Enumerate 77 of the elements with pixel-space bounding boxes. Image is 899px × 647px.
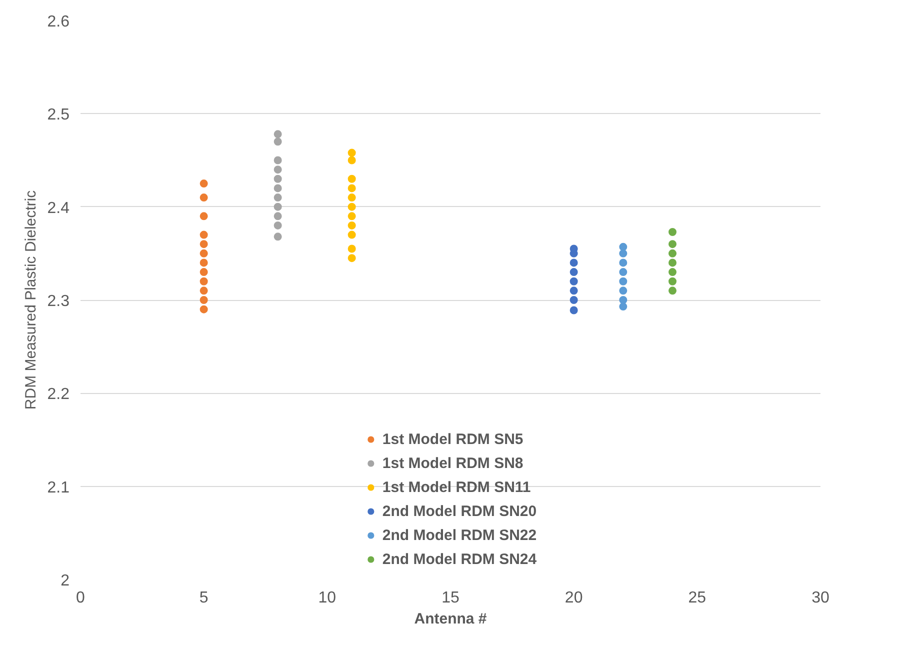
point (274, 221, 282, 230)
point (274, 174, 282, 183)
point (619, 302, 628, 311)
legend-label: 2nd Model RDM SN22 (382, 526, 537, 544)
point (200, 305, 208, 314)
point (274, 184, 282, 192)
x-tick-label: 10 (318, 590, 336, 606)
point (200, 194, 208, 202)
x-tick-label: 0 (76, 590, 86, 606)
point (274, 138, 282, 146)
y-tick-label: 2.6 (47, 14, 70, 30)
point (619, 258, 628, 267)
legend-label: 2nd Model RDM SN20 (382, 502, 537, 520)
point (348, 184, 356, 192)
point (619, 296, 628, 304)
point (619, 268, 628, 276)
point (348, 148, 356, 157)
x-tick-label: 25 (688, 590, 706, 606)
point (200, 230, 208, 239)
y-tick-label: 2.2 (47, 386, 70, 404)
point (619, 242, 628, 251)
point (348, 244, 356, 253)
x-axis-title: Antenna # (414, 610, 488, 628)
x-tick-label: 5 (199, 590, 208, 606)
point (200, 180, 208, 188)
y-tick-label: 2.1 (47, 479, 70, 496)
point (348, 156, 356, 164)
point (348, 194, 356, 202)
point (668, 249, 676, 258)
point (200, 286, 208, 295)
legend-label: 1st Model RDM SN8 (382, 454, 524, 472)
point (570, 296, 578, 304)
point (274, 202, 282, 211)
point (274, 212, 282, 220)
point (619, 286, 628, 295)
legend-label: 2nd Model RDM SN24 (382, 550, 537, 568)
point (274, 130, 282, 138)
y-tick-label: 2.3 (47, 293, 70, 310)
y-tick-label: 2.5 (47, 106, 70, 124)
point (200, 258, 208, 267)
point (668, 277, 676, 286)
legend-label: 1st Model RDM SN11 (382, 478, 531, 496)
point (570, 268, 578, 276)
point (619, 249, 628, 258)
point (668, 240, 676, 248)
point (348, 202, 356, 211)
point (200, 249, 208, 258)
point (274, 194, 282, 202)
point (200, 296, 208, 304)
x-tick-label: 30 (812, 590, 830, 606)
x-tick-label: 20 (564, 590, 583, 606)
point (274, 166, 282, 174)
point (668, 286, 676, 295)
point (200, 268, 208, 276)
point (619, 277, 628, 286)
point (570, 277, 578, 286)
point (200, 277, 208, 286)
point (274, 232, 282, 241)
point (348, 212, 356, 220)
point (348, 254, 356, 262)
point (570, 306, 578, 314)
point (668, 268, 676, 276)
y-axis-title: RDM Measured Plastic Dielectric (22, 190, 40, 410)
x-tick-label: 15 (442, 590, 460, 606)
y-tick-label: 2 (60, 572, 70, 590)
point (348, 174, 356, 183)
y-tick-label: 2.4 (47, 200, 70, 217)
point (274, 156, 282, 164)
point (570, 258, 578, 267)
point (348, 221, 356, 230)
point (668, 228, 676, 236)
point (570, 286, 578, 295)
legend-label: 1st Model RDM SN5 (382, 430, 524, 448)
point (200, 240, 208, 248)
point (668, 258, 676, 267)
point (348, 230, 356, 239)
point (200, 212, 208, 220)
